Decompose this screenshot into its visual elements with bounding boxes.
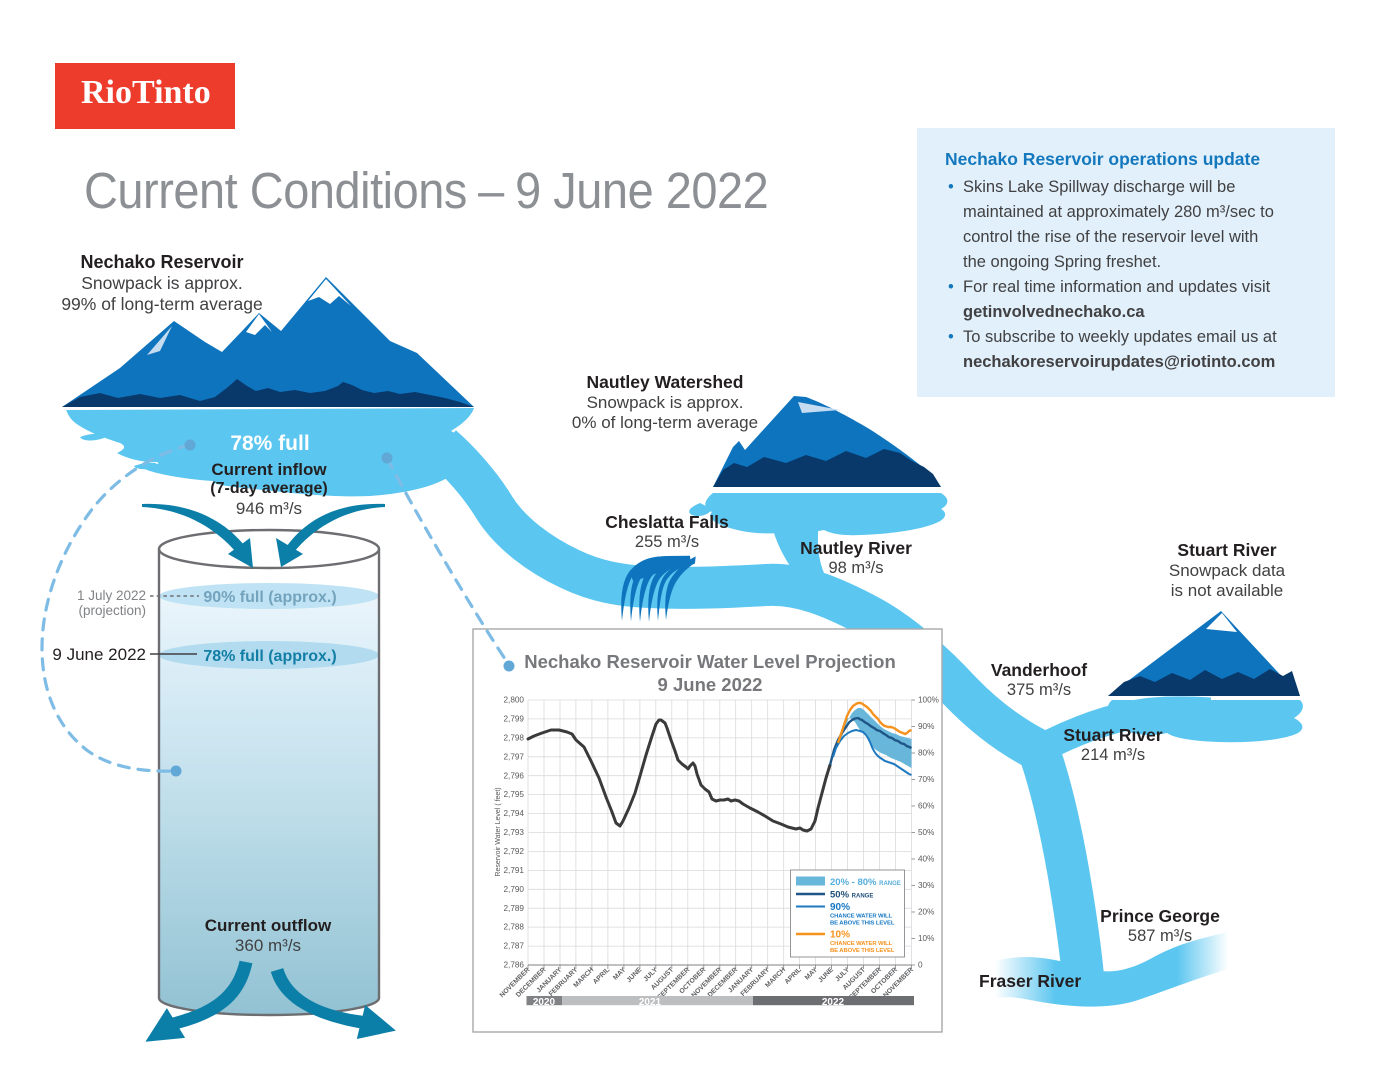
svg-text:2,789: 2,789 <box>504 904 525 913</box>
svg-text:20% - 80% RANGE: 20% - 80% RANGE <box>830 877 901 888</box>
svg-text:10%: 10% <box>918 934 934 943</box>
svg-text:BE ABOVE THIS LEVEL: BE ABOVE THIS LEVEL <box>830 948 895 954</box>
svg-text:10%: 10% <box>830 930 850 941</box>
svg-text:2,788: 2,788 <box>504 923 525 932</box>
svg-text:2020: 2020 <box>533 997 556 1008</box>
svg-text:2,796: 2,796 <box>504 771 525 780</box>
svg-text:2,787: 2,787 <box>504 942 525 951</box>
svg-text:60%: 60% <box>918 802 934 811</box>
svg-text:90%: 90% <box>830 902 850 913</box>
svg-text:80%: 80% <box>918 749 934 758</box>
svg-text:2,791: 2,791 <box>504 866 525 875</box>
svg-text:2,797: 2,797 <box>504 752 525 761</box>
svg-text:CHANCE WATER WILL: CHANCE WATER WILL <box>830 914 892 920</box>
svg-text:BE ABOVE THIS LEVEL: BE ABOVE THIS LEVEL <box>830 921 895 927</box>
svg-text:CHANCE WATER WILL: CHANCE WATER WILL <box>830 941 892 947</box>
svg-text:0: 0 <box>918 961 923 970</box>
svg-text:2,793: 2,793 <box>504 828 525 837</box>
svg-text:2,792: 2,792 <box>504 847 525 856</box>
svg-text:90%: 90% <box>918 722 934 731</box>
svg-text:50% RANGE: 50% RANGE <box>830 890 873 901</box>
svg-text:40%: 40% <box>918 855 934 864</box>
svg-text:50%: 50% <box>918 828 934 837</box>
svg-text:2,800: 2,800 <box>504 696 525 705</box>
svg-text:70%: 70% <box>918 775 934 784</box>
svg-text:2,786: 2,786 <box>504 961 525 970</box>
svg-text:2,794: 2,794 <box>504 809 525 818</box>
svg-text:2,790: 2,790 <box>504 885 525 894</box>
svg-text:Nechako Reservoir Water Level: Nechako Reservoir Water Level Projection <box>524 651 896 672</box>
svg-text:9 June 2022: 9 June 2022 <box>658 674 763 695</box>
svg-text:Reservoir Water Level ( feet): Reservoir Water Level ( feet) <box>495 787 502 876</box>
svg-text:2,798: 2,798 <box>504 734 525 743</box>
svg-text:100%: 100% <box>918 696 939 705</box>
svg-text:20%: 20% <box>918 908 934 917</box>
svg-text:30%: 30% <box>918 881 934 890</box>
svg-text:2,799: 2,799 <box>504 715 525 724</box>
svg-text:2,795: 2,795 <box>504 790 525 799</box>
svg-text:2022: 2022 <box>822 997 845 1008</box>
svg-text:2021: 2021 <box>639 997 662 1008</box>
